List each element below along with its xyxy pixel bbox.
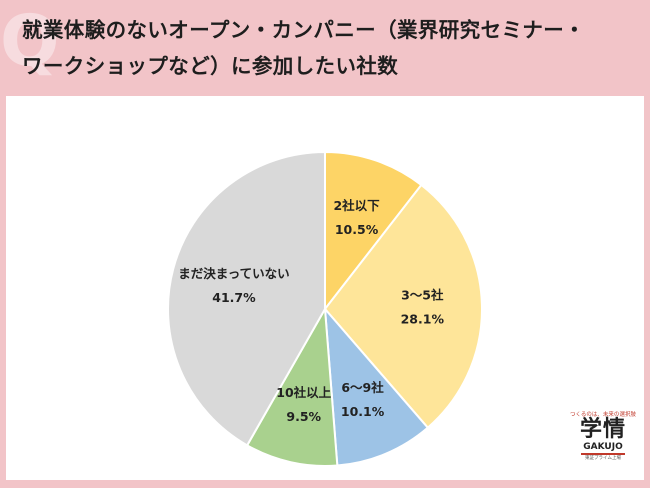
q-mark-decoration: Q bbox=[0, 0, 60, 82]
title-line-1: 就業体験のないオープン・カンパニー（業界研究セミナー・ bbox=[22, 18, 586, 42]
pie-slice-3 bbox=[323, 306, 430, 467]
slice-label-5: まだ決まっていない bbox=[178, 266, 289, 281]
pie-chart: 2社以下 10.5% 3〜5社 28.1% 6〜9社 10.1% 10社以上 9.5% まだ決ま… bbox=[167, 150, 483, 467]
slice-label-4: 10社以上 bbox=[276, 385, 331, 400]
slice-label-3: 6〜9社 bbox=[341, 380, 384, 395]
pie-slice-4 bbox=[245, 305, 339, 467]
logo-underline bbox=[581, 453, 625, 455]
title-line-2: ワークショップなど）に参加したい社数 bbox=[22, 54, 399, 78]
pie-slice-1 bbox=[324, 150, 423, 312]
slice-value-1: 10.5% bbox=[335, 222, 379, 237]
gakujo-logo: つくるのは、未来の選択肢 学情 GAKUJO 東証プライム上場 bbox=[566, 410, 640, 472]
pie-labels: 2社以下 10.5% 3〜5社 28.1% 6〜9社 10.1% 10社以上 9.5% まだ決ま… bbox=[178, 198, 444, 424]
slice-label-1: 2社以下 bbox=[333, 198, 380, 213]
pie-slice-5 bbox=[167, 150, 326, 447]
pie-slice-2 bbox=[323, 183, 483, 430]
slice-label-2: 3〜5社 bbox=[401, 287, 444, 302]
pie-slices bbox=[167, 150, 483, 467]
chart-panel: 2社以下 10.5% 3〜5社 28.1% 6〜9社 10.1% 10社以上 9.5% まだ決ま… bbox=[6, 96, 644, 480]
logo-brand: GAKUJO bbox=[583, 442, 623, 452]
slice-value-3: 10.1% bbox=[341, 404, 385, 419]
slice-value-2: 28.1% bbox=[401, 311, 445, 326]
slice-value-5: 41.7% bbox=[212, 290, 256, 305]
logo-mark: 学情 bbox=[579, 417, 626, 442]
logo-sub: 東証プライム上場 bbox=[585, 456, 621, 461]
slice-value-4: 9.5% bbox=[286, 409, 321, 424]
page-title: 就業体験のないオープン・カンパニー（業界研究セミナー・ ワークショップなど）に参… bbox=[22, 12, 642, 84]
logo-tagline: つくるのは、未来の選択肢 bbox=[570, 412, 636, 418]
